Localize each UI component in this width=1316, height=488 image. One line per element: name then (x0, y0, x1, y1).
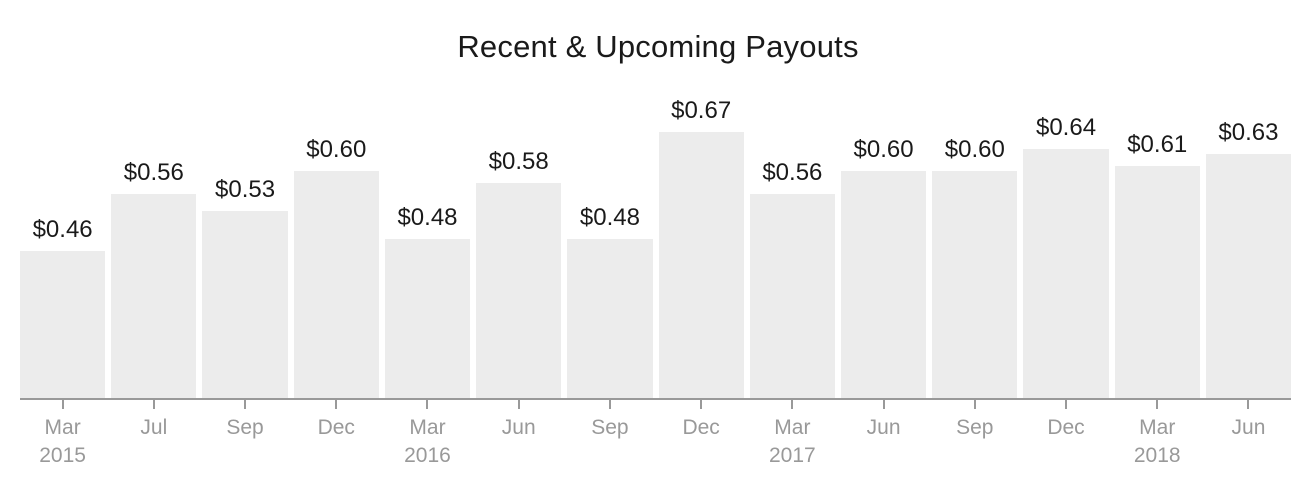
axis-tick (882, 400, 885, 409)
bar-column: $0.60 (293, 136, 379, 398)
bar-value-label: $0.60 (944, 136, 1005, 163)
x-tick-month: Sep (956, 416, 994, 439)
bar-column: $0.48 (384, 204, 471, 398)
bar-column: $0.58 (476, 148, 562, 398)
bar[interactable] (840, 171, 927, 398)
x-tick-group: Sep (567, 400, 652, 470)
bar[interactable] (384, 239, 471, 398)
bar[interactable] (1114, 166, 1200, 398)
x-tick-group: Dec (1023, 400, 1108, 470)
axis-tick (791, 400, 794, 409)
x-tick-month: Jul (140, 416, 168, 439)
bar-column: $0.64 (1023, 114, 1109, 398)
x-tick-year: 2017 (769, 444, 816, 467)
x-tick-group: Jun (1206, 400, 1291, 470)
bar-value-label: $0.48 (579, 204, 640, 231)
bar-column: $0.48 (567, 204, 653, 398)
x-tick-year: 2018 (1133, 444, 1181, 467)
axis-tick (973, 400, 976, 409)
x-tick-group: Sep (202, 400, 287, 470)
x-tick-group: Mar 2017 (750, 400, 835, 470)
axis-tick (1247, 400, 1250, 409)
axis-tick (61, 400, 64, 409)
bar-value-label: $0.58 (488, 148, 549, 175)
bar-value-label: $0.56 (123, 159, 184, 186)
axis-tick (608, 400, 611, 409)
bar[interactable] (932, 171, 1018, 398)
bar[interactable] (749, 194, 835, 398)
axis-tick (426, 400, 429, 409)
bar[interactable] (1205, 154, 1292, 398)
axis-tick (1065, 400, 1068, 409)
axis-tick (517, 400, 520, 409)
axis-tick (152, 400, 155, 409)
axis-tick (335, 400, 338, 409)
x-tick-group: Jun (476, 400, 561, 470)
x-tick-group: Jun (841, 400, 926, 470)
x-tick-month: Mar (1139, 416, 1176, 439)
x-tick-group: Dec (294, 400, 379, 470)
x-tick-month: Mar (774, 416, 811, 439)
bar-value-label: $0.46 (32, 216, 93, 243)
bar[interactable] (1023, 149, 1109, 398)
bar[interactable] (567, 239, 653, 398)
bar-column: $0.60 (932, 136, 1018, 398)
x-tick-month: Sep (226, 416, 264, 439)
axis-tick (1156, 400, 1159, 409)
axis-tick (244, 400, 247, 409)
x-tick-group: Mar 2018 (1115, 400, 1200, 470)
x-tick-year: 2016 (404, 444, 451, 467)
bar-value-label: $0.60 (853, 136, 914, 163)
x-tick-month: Mar (409, 416, 446, 439)
bar-value-label: $0.67 (671, 97, 732, 124)
x-axis-line (20, 398, 1291, 400)
x-tick-month: Sep (591, 416, 629, 439)
bar[interactable] (293, 171, 379, 398)
bar-value-label: $0.64 (1035, 114, 1097, 141)
bar-value-label: $0.61 (1127, 131, 1188, 158)
bar-value-label: $0.56 (762, 159, 823, 186)
bar-column: $0.60 (840, 136, 927, 398)
x-tick-month: Jun (501, 416, 536, 439)
x-tick-year: 2015 (39, 444, 86, 467)
bar[interactable] (658, 132, 744, 398)
x-tick-month: Jun (866, 416, 901, 439)
bar-column: $0.46 (20, 216, 106, 398)
bar-column: $0.61 (1114, 131, 1200, 398)
x-tick-month: Jun (1231, 416, 1266, 439)
plot-area: $0.46 $0.56 $0.53 $0.60 $0.48 $0.58 $0.48 $0.67… (20, 0, 1292, 398)
x-tick-group: Jul (111, 400, 196, 470)
bar[interactable] (111, 194, 197, 398)
x-tick-month: Dec (317, 416, 355, 439)
bar-column: $0.53 (202, 176, 288, 398)
bar-column: $0.63 (1205, 119, 1292, 398)
bar-value-label: $0.53 (215, 176, 276, 203)
chart-title: Recent & Upcoming Payouts (457, 29, 859, 64)
x-tick-group: Sep (932, 400, 1017, 470)
bar[interactable] (20, 251, 106, 398)
bar-value-label: $0.60 (306, 136, 367, 163)
x-tick-group: Dec (659, 400, 744, 470)
bar-column: $0.56 (111, 159, 197, 398)
bar-column: $0.67 (658, 97, 744, 398)
bar-value-label: $0.63 (1218, 119, 1279, 146)
x-tick-group: Mar 2016 (385, 400, 470, 470)
bar[interactable] (476, 183, 562, 398)
x-tick-month: Dec (682, 416, 720, 439)
bar[interactable] (202, 211, 288, 398)
bar-value-label: $0.48 (397, 204, 458, 231)
x-axis-labels: Mar 2015 Jul Sep Dec Mar 2016 Jun Sep Dec Mar 2017 J… (20, 400, 1291, 470)
x-tick-month: Mar (44, 416, 81, 439)
axis-tick (700, 400, 703, 409)
bar-column: $0.56 (749, 159, 835, 398)
x-tick-group: Mar 2015 (20, 400, 105, 470)
x-tick-month: Dec (1047, 416, 1085, 439)
